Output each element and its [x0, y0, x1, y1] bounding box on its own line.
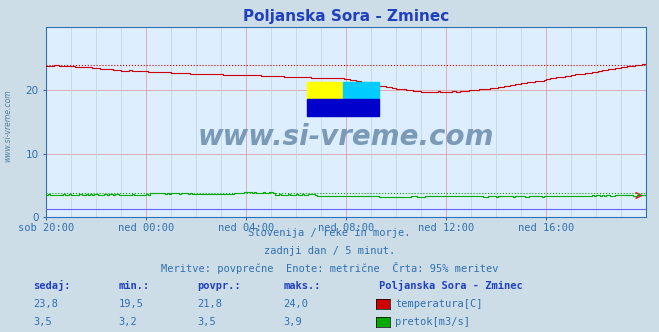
- Text: 21,8: 21,8: [198, 299, 223, 309]
- Text: 3,9: 3,9: [283, 317, 302, 327]
- Bar: [343, 82, 379, 99]
- Text: www.si-vreme.com: www.si-vreme.com: [198, 123, 494, 151]
- Bar: [307, 99, 379, 116]
- Bar: [307, 82, 343, 99]
- Text: povpr.:: povpr.:: [198, 281, 241, 291]
- Text: 19,5: 19,5: [119, 299, 144, 309]
- Text: 3,5: 3,5: [198, 317, 216, 327]
- Text: sedaj:: sedaj:: [33, 280, 71, 291]
- Text: 3,2: 3,2: [119, 317, 137, 327]
- Text: Poljanska Sora - Zminec: Poljanska Sora - Zminec: [379, 280, 523, 291]
- Text: min.:: min.:: [119, 281, 150, 291]
- Title: Poljanska Sora - Zminec: Poljanska Sora - Zminec: [243, 9, 449, 24]
- Text: zadnji dan / 5 minut.: zadnji dan / 5 minut.: [264, 246, 395, 256]
- Text: Meritve: povprečne  Enote: metrične  Črta: 95% meritev: Meritve: povprečne Enote: metrične Črta:…: [161, 262, 498, 274]
- Text: maks.:: maks.:: [283, 281, 321, 291]
- Text: pretok[m3/s]: pretok[m3/s]: [395, 317, 471, 327]
- Text: 24,0: 24,0: [283, 299, 308, 309]
- Text: www.si-vreme.com: www.si-vreme.com: [3, 90, 13, 162]
- Text: 3,5: 3,5: [33, 317, 51, 327]
- Text: Slovenija / reke in morje.: Slovenija / reke in morje.: [248, 228, 411, 238]
- Text: temperatura[C]: temperatura[C]: [395, 299, 483, 309]
- Text: 23,8: 23,8: [33, 299, 58, 309]
